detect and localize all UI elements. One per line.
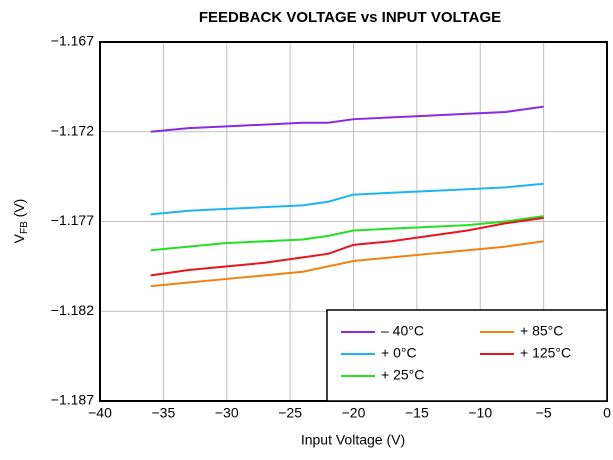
x-tick-label: −10: [468, 405, 492, 421]
series-line: [150, 240, 544, 288]
y-tick-label: −1.167: [51, 33, 94, 49]
x-tick-label: −25: [278, 405, 302, 421]
x-tick-label: −20: [342, 405, 366, 421]
series-line: [150, 182, 544, 216]
y-tick-label: −1.182: [51, 302, 94, 318]
series-line: [150, 105, 544, 133]
legend-label: + 0°C: [381, 345, 417, 361]
x-tick-label: −40: [88, 405, 112, 421]
y-label-unit: (V): [11, 199, 27, 222]
legend-label: + 85°C: [520, 323, 563, 339]
legend-label: – 40°C: [381, 323, 424, 339]
x-axis-label: Input Voltage (V): [301, 432, 405, 448]
y-axis-label: VFB (V): [11, 199, 30, 244]
y-label-sub: FB: [19, 221, 30, 234]
legend-label: + 125°C: [520, 345, 571, 361]
series-line: [150, 216, 544, 277]
y-label-main: V: [11, 233, 27, 243]
y-tick-label: −1.187: [51, 392, 94, 408]
y-tick-label: −1.177: [51, 212, 94, 228]
legend-box: [326, 309, 608, 402]
y-tick-label: −1.172: [51, 122, 94, 138]
chart-title: FEEDBACK VOLTAGE vs INPUT VOLTAGE: [199, 9, 501, 26]
x-tick-label: −30: [215, 405, 239, 421]
series-line: [150, 215, 544, 252]
x-tick-label: −5: [536, 405, 552, 421]
x-tick-label: −15: [405, 405, 429, 421]
x-tick-label: −35: [152, 405, 176, 421]
legend-label: + 25°C: [381, 367, 424, 383]
x-tick-label: 0: [603, 405, 611, 421]
